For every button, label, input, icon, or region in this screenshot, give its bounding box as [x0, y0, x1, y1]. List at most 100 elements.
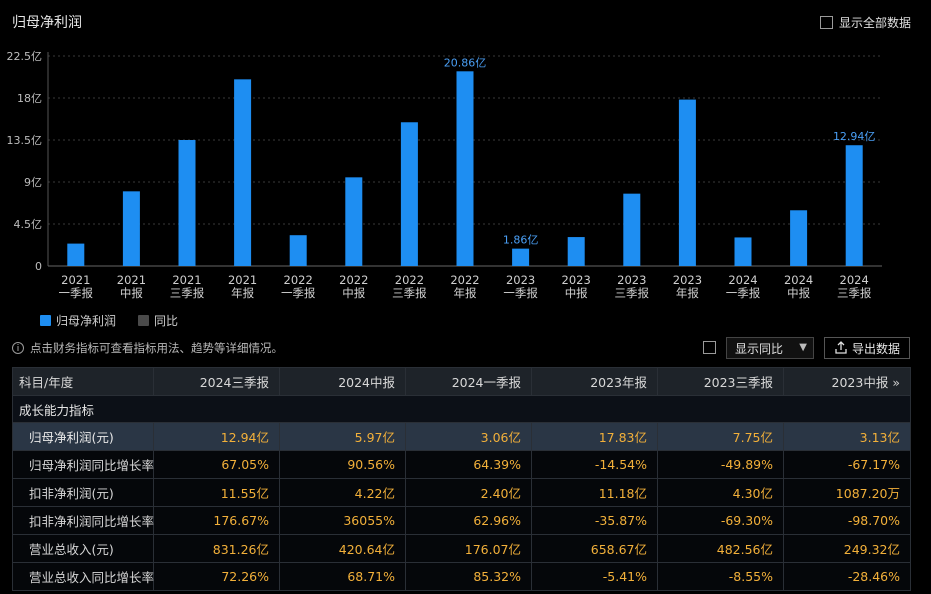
show-all-label: 显示全部数据	[838, 16, 911, 30]
table-cell: -49.89%	[657, 450, 784, 479]
table-cell: 62.96%	[405, 506, 532, 535]
legend-swatch-net-profit	[40, 315, 51, 326]
y-tick-label: 4.5亿	[14, 218, 43, 231]
bar	[678, 99, 696, 266]
table-cell: 249.32亿	[783, 534, 911, 563]
table-cell: 85.32%	[405, 562, 532, 591]
table-corner-header: 科目/年度	[12, 367, 154, 396]
row-label[interactable]: 营业总收入(元)	[12, 534, 154, 563]
table-row[interactable]: 营业总收入(元) 831.26亿 420.64亿 176.07亿 658.67亿…	[12, 534, 911, 563]
column-header[interactable]: 2023三季报	[657, 367, 784, 396]
x-tick-label-period: 三季报	[837, 286, 872, 300]
bar	[734, 237, 752, 266]
y-tick-label: 13.5亿	[7, 134, 43, 147]
table-cell: 11.18亿	[531, 478, 658, 507]
table-cell: 658.67亿	[531, 534, 658, 563]
table-row[interactable]: 归母净利润(元) 12.94亿 5.97亿 3.06亿 17.83亿 7.75亿…	[12, 422, 911, 451]
row-label[interactable]: 归母净利润同比增长率	[12, 450, 154, 479]
column-header[interactable]: 2023年报	[531, 367, 658, 396]
column-header[interactable]: 2024三季报	[153, 367, 280, 396]
legend-swatch-yoy	[138, 315, 150, 326]
table-cell: 3.13亿	[783, 422, 911, 451]
x-tick-label-year: 2021	[117, 273, 146, 287]
column-header[interactable]: 2024中报	[279, 367, 406, 396]
bar	[456, 71, 474, 266]
show-all-checkbox[interactable]	[819, 16, 833, 29]
x-tick-label-year: 2022	[395, 273, 424, 287]
x-tick-label-period: 中报	[787, 286, 810, 300]
table-cell: 5.97亿	[279, 422, 406, 451]
table-cell: -28.46%	[783, 562, 911, 591]
x-tick-label-year: 2022	[284, 273, 313, 287]
table-row[interactable]: 营业总收入同比增长率 72.26% 68.71% 85.32% -5.41% -…	[12, 562, 911, 591]
x-tick-label-year: 2023	[617, 273, 646, 287]
table-cell: -8.55%	[657, 562, 784, 591]
x-tick-label-year: 2024	[784, 273, 813, 287]
table-cell: 482.56亿	[657, 534, 784, 563]
x-tick-label-period: 三季报	[170, 286, 205, 300]
row-label[interactable]: 归母净利润(元)	[12, 422, 154, 451]
table-cell: 11.55亿	[153, 478, 280, 507]
table-cell: -35.87%	[531, 506, 658, 535]
table-cell: -69.30%	[657, 506, 784, 535]
chart-legend: 归母净利润 同比	[40, 312, 178, 329]
table-row[interactable]: 归母净利润同比增长率 67.05% 90.56% 64.39% -14.54% …	[12, 450, 911, 479]
bar	[289, 235, 307, 266]
x-tick-label-period: 一季报	[281, 286, 316, 300]
table-row[interactable]: 扣非净利润(元) 11.55亿 4.22亿 2.40亿 11.18亿 4.30亿…	[12, 478, 911, 507]
chevron-down-icon: ▼	[799, 342, 807, 353]
table-cell: 420.64亿	[279, 534, 406, 563]
x-tick-label-year: 2021	[228, 273, 257, 287]
bar	[345, 177, 363, 266]
x-tick-label-period: 年报	[454, 286, 477, 300]
x-tick-label-period: 三季报	[615, 286, 650, 300]
column-header-label: 2023中报	[831, 375, 889, 390]
legend-item-yoy[interactable]: 同比	[138, 312, 178, 329]
row-label[interactable]: 扣非净利润同比增长率	[12, 506, 154, 535]
compare-select[interactable]: 显示同比 ▼	[726, 337, 814, 359]
info-icon: i	[12, 342, 24, 354]
y-tick-label: 18亿	[17, 92, 42, 105]
table-cell: 176.67%	[153, 506, 280, 535]
x-tick-label-year: 2022	[450, 273, 479, 287]
column-header-last[interactable]: 2023中报»	[783, 367, 911, 396]
y-tick-label: 0	[35, 260, 42, 273]
row-label[interactable]: 扣非净利润(元)	[12, 478, 154, 507]
x-tick-label-year: 2024	[728, 273, 757, 287]
table-cell: 67.05%	[153, 450, 280, 479]
double-chevron-right-icon[interactable]: »	[892, 375, 900, 390]
data-label: 20.86亿	[444, 56, 487, 69]
export-label: 导出数据	[851, 341, 900, 356]
table-cell: 4.22亿	[279, 478, 406, 507]
legend-label-yoy: 同比	[154, 314, 179, 328]
table-cell: 1087.20万	[783, 478, 911, 507]
table-cell: -98.70%	[783, 506, 911, 535]
table-row[interactable]: 扣非净利润同比增长率 176.67% 36055% 62.96% -35.87%…	[12, 506, 911, 535]
table-cell: 4.30亿	[657, 478, 784, 507]
data-label: 1.86亿	[503, 234, 539, 247]
x-tick-label-year: 2023	[673, 273, 702, 287]
x-tick-label-period: 中报	[342, 286, 365, 300]
bar	[512, 248, 530, 266]
x-tick-label-period: 三季报	[392, 286, 427, 300]
table-cell: 72.26%	[153, 562, 280, 591]
x-tick-label-year: 2022	[339, 273, 368, 287]
table-cell: -14.54%	[531, 450, 658, 479]
column-header[interactable]: 2024一季报	[405, 367, 532, 396]
row-label[interactable]: 营业总收入同比增长率	[12, 562, 154, 591]
table-cell: 176.07亿	[405, 534, 532, 563]
chart-title: 归母净利润	[12, 15, 82, 31]
financial-table: 科目/年度 2024三季报 2024中报 2024一季报 2023年报 2023…	[12, 367, 911, 591]
table-cell: 68.71%	[279, 562, 406, 591]
section-title: 成长能力指标	[12, 395, 911, 423]
x-tick-label-year: 2021	[172, 273, 201, 287]
legend-item-net-profit[interactable]: 归母净利润	[40, 312, 116, 329]
compare-checkbox[interactable]	[703, 341, 716, 354]
table-cell: 7.75亿	[657, 422, 784, 451]
export-data-button[interactable]: 导出数据	[824, 337, 910, 359]
y-tick-label: 9亿	[24, 176, 42, 189]
show-all-data-toggle[interactable]: 显示全部数据	[819, 14, 911, 31]
x-tick-label-year: 2023	[506, 273, 535, 287]
table-cell: 64.39%	[405, 450, 532, 479]
x-tick-label-period: 中报	[565, 286, 588, 300]
